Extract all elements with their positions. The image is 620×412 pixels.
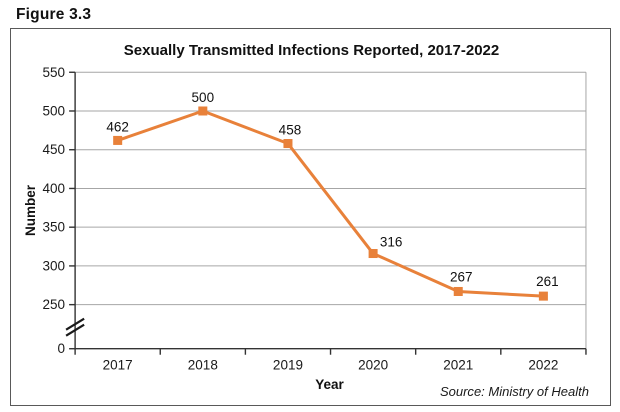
data-point-label: 462 (106, 119, 129, 134)
x-axis-ticks: 2017 2018 2019 2020 2021 2022 (74, 348, 587, 373)
y-tick-label: 450 (43, 142, 66, 157)
gridlines (75, 71, 587, 349)
series-polyline (117, 109, 544, 298)
data-point-marker (368, 249, 378, 259)
data-point-label: 316 (380, 235, 403, 250)
source-note: Source: Ministry of Health (440, 384, 589, 399)
data-point-label: 458 (279, 123, 302, 138)
x-tick-label: 2018 (188, 358, 218, 373)
x-tick-label: 2021 (443, 358, 473, 373)
figure-label: Figure 3.3 (16, 6, 92, 23)
y-tick-label: 300 (43, 258, 66, 273)
x-tick-label: 2022 (528, 358, 558, 373)
y-axis-title: Number (23, 184, 38, 236)
x-axis-title: Year (315, 377, 344, 392)
data-point-label: 267 (450, 269, 473, 284)
y-axis-ticks: 0 250 300 350 400 450 500 550 (43, 65, 76, 356)
axis-break-slash (65, 323, 85, 337)
line-chart: Sexually Transmitted Infections Reported… (23, 42, 589, 399)
y-tick-label: 0 (58, 341, 66, 356)
y-tick-label: 350 (43, 220, 66, 235)
data-point-label: 261 (536, 274, 559, 289)
y-tick-label: 550 (43, 65, 66, 80)
data-point-marker (283, 139, 293, 149)
y-tick-label: 500 (43, 103, 66, 118)
data-point-marker (538, 291, 548, 301)
axis-break-slash (65, 317, 85, 331)
data-point-label: 500 (192, 90, 215, 105)
data-point-labels: 462 500 458 316 267 261 (106, 90, 558, 289)
axis-break-icon (65, 317, 85, 337)
axes (74, 72, 586, 350)
y-tick-label: 400 (43, 181, 66, 196)
x-tick-label: 2017 (103, 358, 133, 373)
data-point-marker (113, 135, 123, 145)
data-point-marker (453, 286, 463, 296)
series-line (113, 106, 548, 301)
data-point-marker (198, 106, 208, 116)
chart-container: Sexually Transmitted Infections Reported… (10, 28, 611, 406)
y-tick-label: 250 (43, 297, 66, 312)
chart-title: Sexually Transmitted Infections Reported… (124, 42, 500, 59)
x-tick-label: 2019 (273, 358, 303, 373)
x-tick-label: 2020 (358, 358, 388, 373)
